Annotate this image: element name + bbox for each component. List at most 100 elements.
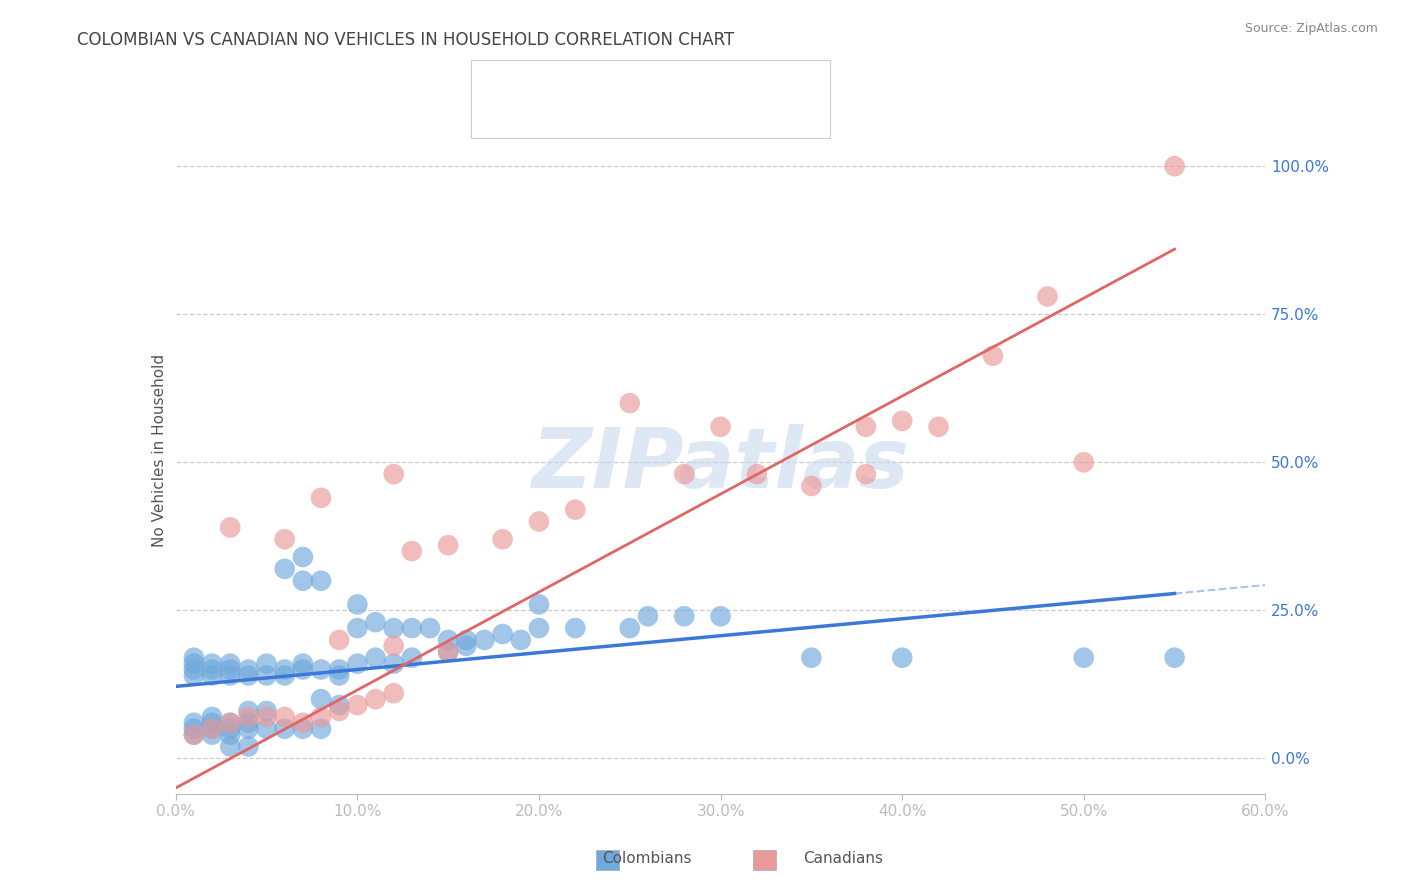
FancyBboxPatch shape	[596, 850, 619, 871]
Point	[219, 520, 242, 534]
Point	[509, 632, 531, 647]
Point	[309, 710, 332, 724]
Point	[238, 663, 260, 677]
Point	[256, 710, 278, 724]
Point	[201, 715, 224, 730]
Point	[800, 650, 823, 665]
Point	[183, 728, 205, 742]
Point	[710, 419, 733, 434]
Text: 38: 38	[741, 107, 766, 125]
Text: 0.780: 0.780	[603, 107, 661, 125]
Point	[274, 722, 297, 736]
Point	[238, 710, 260, 724]
Point	[382, 686, 405, 700]
Point	[274, 668, 297, 682]
Point	[1036, 289, 1059, 303]
FancyBboxPatch shape	[492, 69, 536, 95]
Point	[328, 632, 350, 647]
Point	[328, 704, 350, 718]
Point	[291, 663, 314, 677]
Point	[474, 632, 496, 647]
Point	[309, 663, 332, 677]
Point	[437, 645, 460, 659]
Point	[401, 650, 423, 665]
Text: ZIPatlas: ZIPatlas	[531, 424, 910, 505]
Point	[328, 668, 350, 682]
Point	[291, 549, 314, 564]
Point	[183, 657, 205, 671]
Point	[219, 668, 242, 682]
Point	[364, 650, 387, 665]
Point	[256, 722, 278, 736]
Point	[291, 722, 314, 736]
Point	[274, 533, 297, 547]
Text: Source: ZipAtlas.com: Source: ZipAtlas.com	[1244, 22, 1378, 36]
Text: N =: N =	[690, 107, 731, 125]
Text: Canadians: Canadians	[804, 851, 883, 865]
Point	[201, 710, 224, 724]
Point	[891, 650, 914, 665]
FancyBboxPatch shape	[752, 850, 776, 871]
Point	[274, 710, 297, 724]
Point	[1073, 455, 1095, 469]
Text: 74: 74	[741, 73, 766, 91]
Point	[309, 722, 332, 736]
Point	[238, 704, 260, 718]
Point	[527, 598, 550, 612]
Text: N =: N =	[690, 73, 731, 91]
Text: COLOMBIAN VS CANADIAN NO VEHICLES IN HOUSEHOLD CORRELATION CHART: COLOMBIAN VS CANADIAN NO VEHICLES IN HOU…	[77, 31, 734, 49]
Point	[219, 722, 242, 736]
Point	[745, 467, 768, 482]
Point	[564, 621, 586, 635]
Point	[219, 715, 242, 730]
Point	[346, 698, 368, 712]
Point	[419, 621, 441, 635]
Point	[309, 491, 332, 505]
Point	[673, 467, 696, 482]
Text: R =: R =	[550, 107, 589, 125]
Point	[328, 698, 350, 712]
Point	[274, 562, 297, 576]
Point	[346, 598, 368, 612]
Point	[291, 715, 314, 730]
Point	[256, 657, 278, 671]
Point	[219, 663, 242, 677]
Point	[382, 657, 405, 671]
Point	[855, 467, 877, 482]
Point	[1163, 650, 1185, 665]
Point	[492, 627, 515, 641]
Point	[346, 657, 368, 671]
Point	[619, 396, 641, 410]
Point	[564, 502, 586, 516]
Point	[382, 467, 405, 482]
Point	[183, 715, 205, 730]
Point	[800, 479, 823, 493]
Point	[981, 349, 1004, 363]
Point	[527, 515, 550, 529]
Point	[364, 692, 387, 706]
Point	[401, 544, 423, 558]
Text: Colombians: Colombians	[602, 851, 692, 865]
Point	[183, 668, 205, 682]
Point	[309, 692, 332, 706]
Point	[183, 663, 205, 677]
Point	[437, 538, 460, 552]
Point	[928, 419, 950, 434]
Point	[238, 739, 260, 754]
Point	[219, 739, 242, 754]
Point	[710, 609, 733, 624]
Point	[437, 632, 460, 647]
Point	[309, 574, 332, 588]
Point	[219, 715, 242, 730]
Point	[238, 715, 260, 730]
Point	[183, 722, 205, 736]
Point	[619, 621, 641, 635]
Point	[201, 728, 224, 742]
Point	[382, 639, 405, 653]
Point	[364, 615, 387, 630]
FancyBboxPatch shape	[492, 103, 536, 129]
Y-axis label: No Vehicles in Household: No Vehicles in Household	[152, 354, 167, 547]
Point	[891, 414, 914, 428]
Point	[238, 668, 260, 682]
Point	[1073, 650, 1095, 665]
